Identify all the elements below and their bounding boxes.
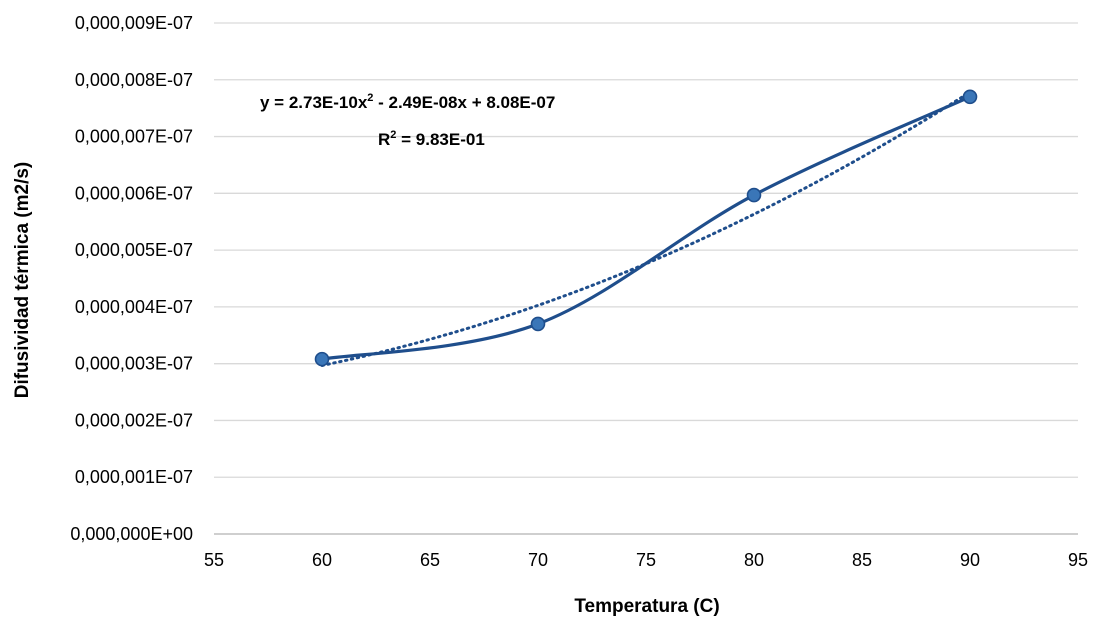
x-tick-label: 80 <box>744 550 764 570</box>
x-tick-label: 55 <box>204 550 224 570</box>
x-tick-label: 85 <box>852 550 872 570</box>
y-tick-label: 0,000,005E-07 <box>75 240 193 260</box>
y-tick-label: 0,000,004E-07 <box>75 297 193 317</box>
gridlines <box>214 22 1078 478</box>
data-point <box>962 89 978 105</box>
x-tick-label: 70 <box>528 550 548 570</box>
y-tick-label: 0,000,007E-07 <box>75 127 193 147</box>
trendline-layer <box>320 90 972 367</box>
trendline-r2: R2 = 9.83E-01 <box>378 129 485 149</box>
data-point <box>314 351 330 367</box>
x-tick-label: 65 <box>420 550 440 570</box>
data-point <box>530 316 546 332</box>
y-tick-label: 0,000,009E-07 <box>75 13 193 33</box>
tick-labels: 0,000,000E+00 0,000,001E-07 0,000,002E-07 0… <box>70 13 1088 570</box>
data-point <box>746 187 762 203</box>
y-tick-label: 0,000,006E-07 <box>75 183 193 203</box>
series-layer <box>314 89 978 367</box>
y-axis-title: Difusividad térmica (m2/s) <box>12 162 33 399</box>
series-line <box>320 95 972 361</box>
y-tick-label: 0,000,001E-07 <box>75 467 193 487</box>
trendline-equation: y = 2.73E-10x2 - 2.49E-08x + 8.08E-07 <box>260 92 555 112</box>
x-tick-label: 95 <box>1068 550 1088 570</box>
y-tick-label: 0,000,002E-07 <box>75 410 193 430</box>
y-tick-label: 0,000,000E+00 <box>70 524 193 544</box>
x-tick-label: 75 <box>636 550 656 570</box>
y-tick-label: 0,000,008E-07 <box>75 70 193 90</box>
trendline-path <box>320 90 972 367</box>
x-axis-title: Temperatura (C) <box>574 596 719 617</box>
x-tick-label: 90 <box>960 550 980 570</box>
y-tick-label: 0,000,003E-07 <box>75 354 193 374</box>
x-tick-label: 60 <box>312 550 332 570</box>
